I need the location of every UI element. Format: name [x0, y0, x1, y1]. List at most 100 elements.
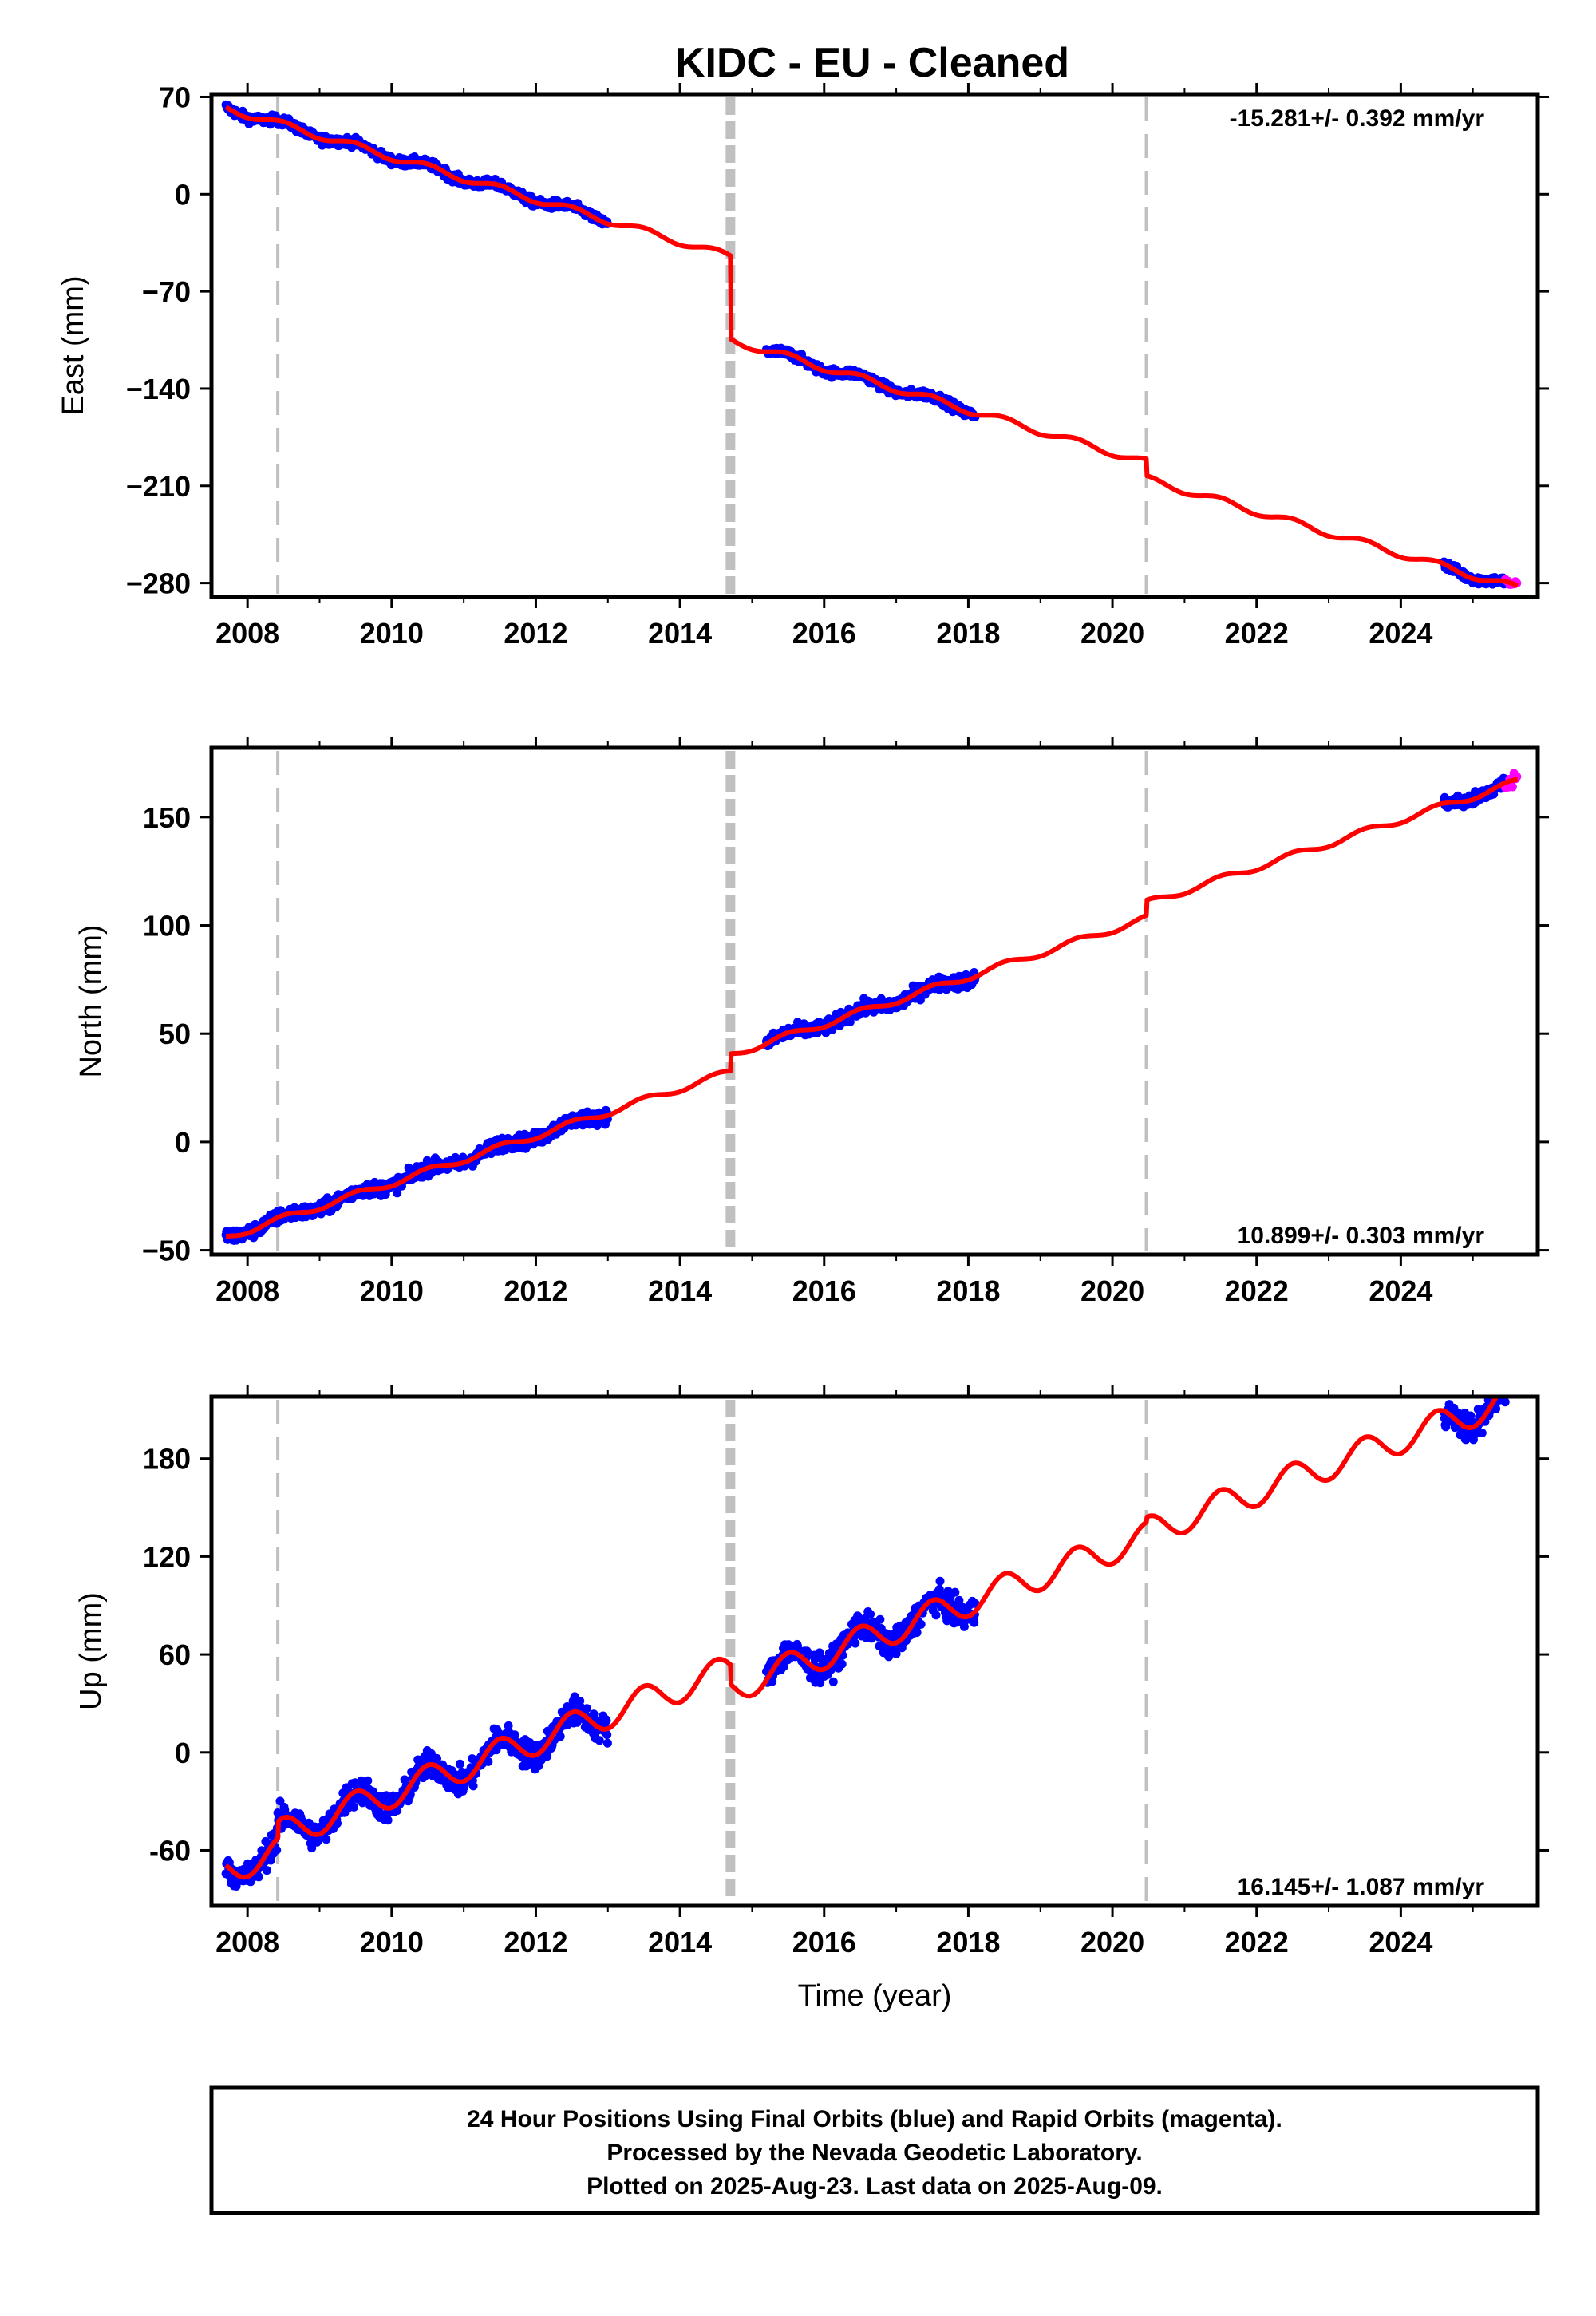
data-point — [837, 1659, 847, 1669]
x-tick-label: 2016 — [792, 1926, 856, 1958]
footer-box: 24 Hour Positions Using Final Orbits (bl… — [209, 2085, 1540, 2215]
model-fit-line — [224, 105, 1519, 588]
x-tick-label: 2016 — [792, 1275, 856, 1307]
data-point — [254, 1872, 263, 1882]
x-tick-label: 2014 — [648, 1926, 712, 1958]
x-tick-label: 2020 — [1080, 617, 1144, 650]
data-point — [595, 1736, 604, 1745]
data-point — [866, 1610, 875, 1619]
x-tick-label: 2012 — [504, 617, 567, 650]
y-tick-label: -60 — [149, 1834, 191, 1867]
data-point — [602, 1738, 612, 1748]
y-axis-label: Up (mm) — [74, 1592, 108, 1710]
rapid-data-point — [1505, 1374, 1514, 1383]
y-tick-label: 50 — [159, 1018, 191, 1050]
y-tick-label: 100 — [143, 910, 191, 943]
y-axis-label: East (mm) — [57, 275, 90, 415]
y-axis-label: North (mm) — [74, 924, 108, 1077]
footer-line-3: Plotted on 2025-Aug-23. Last data on 202… — [587, 2173, 1163, 2199]
velocity-annotation: -15.281+/- 0.392 mm/yr — [1230, 105, 1485, 132]
x-tick-label: 2014 — [648, 1275, 712, 1307]
velocity-annotation: 16.145+/- 1.087 mm/yr — [1238, 1874, 1485, 1900]
data-point — [383, 1816, 393, 1825]
x-tick-label: 2012 — [504, 1926, 567, 1958]
panel-east: 2008 2010 2012 2014 2016 2018 2020 2022 2024 70 0 −… — [57, 81, 1549, 650]
x-tick-label: 2008 — [215, 617, 279, 650]
rapid-data-point — [1510, 1377, 1519, 1386]
x-tick-label: 2020 — [1080, 1926, 1144, 1958]
rapid-data-point — [1512, 1369, 1521, 1377]
data-point — [602, 1730, 612, 1740]
data-point — [828, 1677, 838, 1686]
data-point — [602, 1716, 611, 1725]
x-tick-label: 2018 — [936, 1926, 1000, 1958]
data-point — [1499, 1373, 1508, 1382]
data-point — [555, 1732, 565, 1741]
panel-frame — [209, 92, 1540, 599]
x-tick-label: 2022 — [1225, 617, 1289, 650]
data-point — [307, 1844, 317, 1853]
y-tick-label: −50 — [142, 1235, 191, 1267]
chart-title: KIDC - EU - Cleaned — [675, 40, 1069, 86]
velocity-annotation: 10.899+/- 0.303 mm/yr — [1238, 1223, 1485, 1249]
data-point — [266, 1856, 275, 1865]
x-tick-label: 2016 — [792, 617, 856, 650]
y-tick-label: −210 — [126, 470, 191, 503]
y-tick-label: 60 — [159, 1638, 191, 1671]
rapid-data-point — [1511, 1378, 1520, 1387]
rapid-data-point — [1507, 782, 1517, 792]
y-tick-label: −70 — [142, 275, 191, 308]
x-tick-label: 2010 — [360, 1275, 424, 1307]
x-tick-label: 2010 — [360, 1926, 424, 1958]
x-tick-label: 2008 — [215, 1275, 279, 1307]
data-point — [916, 1619, 926, 1629]
x-tick-label: 2018 — [936, 1275, 1000, 1307]
final-orbit-points-2 — [762, 968, 980, 1051]
final-orbit-points-3 — [1440, 557, 1510, 589]
x-tick-label: 2008 — [215, 1926, 279, 1958]
panel-up: 2008 2010 2012 2014 2016 2018 2020 2022 2024 180 1… — [74, 1369, 1549, 2013]
x-tick-label: 2020 — [1080, 1275, 1144, 1307]
plot-area-east — [221, 100, 1522, 589]
final-orbit-points-3 — [1440, 1373, 1510, 1445]
model-fit-line — [224, 1397, 1500, 1880]
y-tick-label: 0 — [175, 178, 191, 211]
y-tick-label: 70 — [159, 81, 191, 113]
footer-line-1: 24 Hour Positions Using Final Orbits (bl… — [467, 2106, 1282, 2132]
data-point — [1500, 1375, 1509, 1384]
data-point — [322, 1835, 331, 1844]
data-point — [350, 1802, 358, 1812]
y-tick-label: 120 — [143, 1540, 191, 1573]
data-point — [931, 1611, 941, 1620]
data-point — [582, 1704, 591, 1713]
final-orbit-points-2 — [762, 1576, 980, 1688]
panels: 2008 2010 2012 2014 2016 2018 2020 2022 2024 70 0 −… — [57, 81, 1549, 2013]
data-point — [1477, 1429, 1487, 1437]
data-point — [393, 1188, 402, 1198]
x-tick-label: 2018 — [936, 617, 1000, 650]
data-point — [1494, 1381, 1503, 1390]
data-point — [851, 1638, 860, 1648]
data-point — [262, 1866, 271, 1875]
y-tick-label: 150 — [143, 801, 191, 834]
rapid-data-point — [1503, 1384, 1511, 1393]
rapid-data-point — [1507, 1385, 1515, 1393]
x-tick-label: 2010 — [360, 617, 424, 650]
rapid-data-point — [1501, 1383, 1510, 1392]
rapid-data-point — [1504, 1387, 1513, 1396]
data-point — [935, 1576, 945, 1586]
y-tick-label: 180 — [143, 1443, 191, 1476]
x-tick-label: 2024 — [1369, 617, 1432, 650]
data-point — [363, 1776, 373, 1785]
plot-area-up — [221, 1369, 1521, 1891]
data-point — [272, 1845, 282, 1855]
x-axis-label: Time (year) — [798, 1979, 952, 2013]
x-tick-label: 2012 — [504, 1275, 567, 1307]
data-point — [875, 1614, 885, 1624]
rapid-orbit-points-1 — [1501, 1369, 1521, 1396]
x-tick-label: 2022 — [1225, 1926, 1289, 1958]
rapid-data-point — [1508, 1377, 1517, 1386]
y-tick-label: 0 — [175, 1737, 191, 1769]
data-point — [455, 1759, 464, 1769]
